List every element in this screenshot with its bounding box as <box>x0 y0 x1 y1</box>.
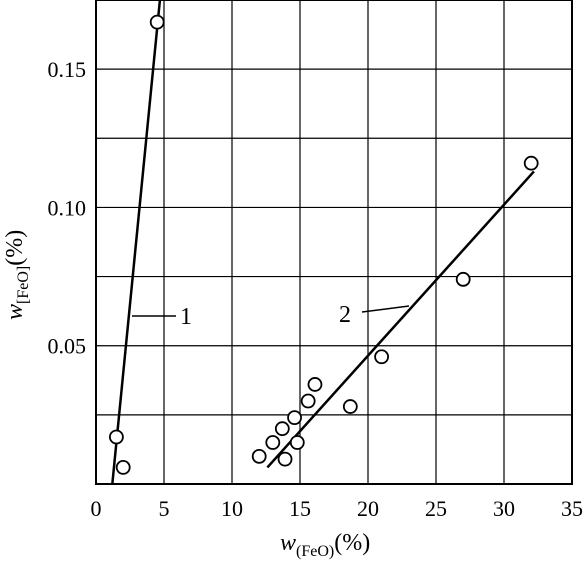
data-point-series-2 <box>523 155 539 171</box>
data-point-series-2 <box>265 435 281 450</box>
grid <box>96 0 572 484</box>
callout-label-1: 1 <box>180 304 192 330</box>
data-point-series-2 <box>455 271 471 287</box>
x-axis-label: w(FeO)(%) <box>280 530 370 560</box>
data-point-series-1 <box>149 14 165 30</box>
data-points <box>109 14 539 475</box>
fit-line-series-1 <box>111 0 162 485</box>
x-tick-label: 20 <box>357 496 379 521</box>
y-tick-label: 0.15 <box>48 57 87 82</box>
x-tick-label: 0 <box>91 496 102 521</box>
fit-lines <box>111 0 535 485</box>
data-point-series-2 <box>374 349 390 365</box>
data-point-series-2 <box>300 393 316 409</box>
x-tick-label: 30 <box>493 496 515 521</box>
x-tick-label: 10 <box>221 496 243 521</box>
data-point-series-2 <box>274 421 290 437</box>
x-tick-label: 15 <box>289 496 311 521</box>
data-point-series-2 <box>307 377 323 392</box>
tick-labels: 0 5 10 15 20 25 30 35 0.05 0.10 0.15 <box>48 57 584 521</box>
y-tick-label: 0.05 <box>48 334 87 359</box>
data-point-series-2 <box>287 410 302 426</box>
plot-frame <box>95 0 573 485</box>
data-point-series-2 <box>289 435 305 450</box>
y-axis-label: w[FeO](%) <box>2 230 32 320</box>
x-tick-label: 25 <box>425 496 447 521</box>
data-point-series-1 <box>109 429 124 445</box>
data-point-series-2 <box>277 451 293 467</box>
callout-leader-2 <box>361 305 410 313</box>
y-tick-label: 0.10 <box>48 195 87 220</box>
x-tick-label: 35 <box>561 496 583 521</box>
data-point-series-2 <box>251 448 267 464</box>
data-point-series-1 <box>115 460 131 475</box>
callout-label-2: 2 <box>339 302 351 328</box>
fit-line-series-2 <box>266 170 535 469</box>
data-point-series-2 <box>342 399 358 414</box>
x-tick-label: 5 <box>159 496 170 521</box>
